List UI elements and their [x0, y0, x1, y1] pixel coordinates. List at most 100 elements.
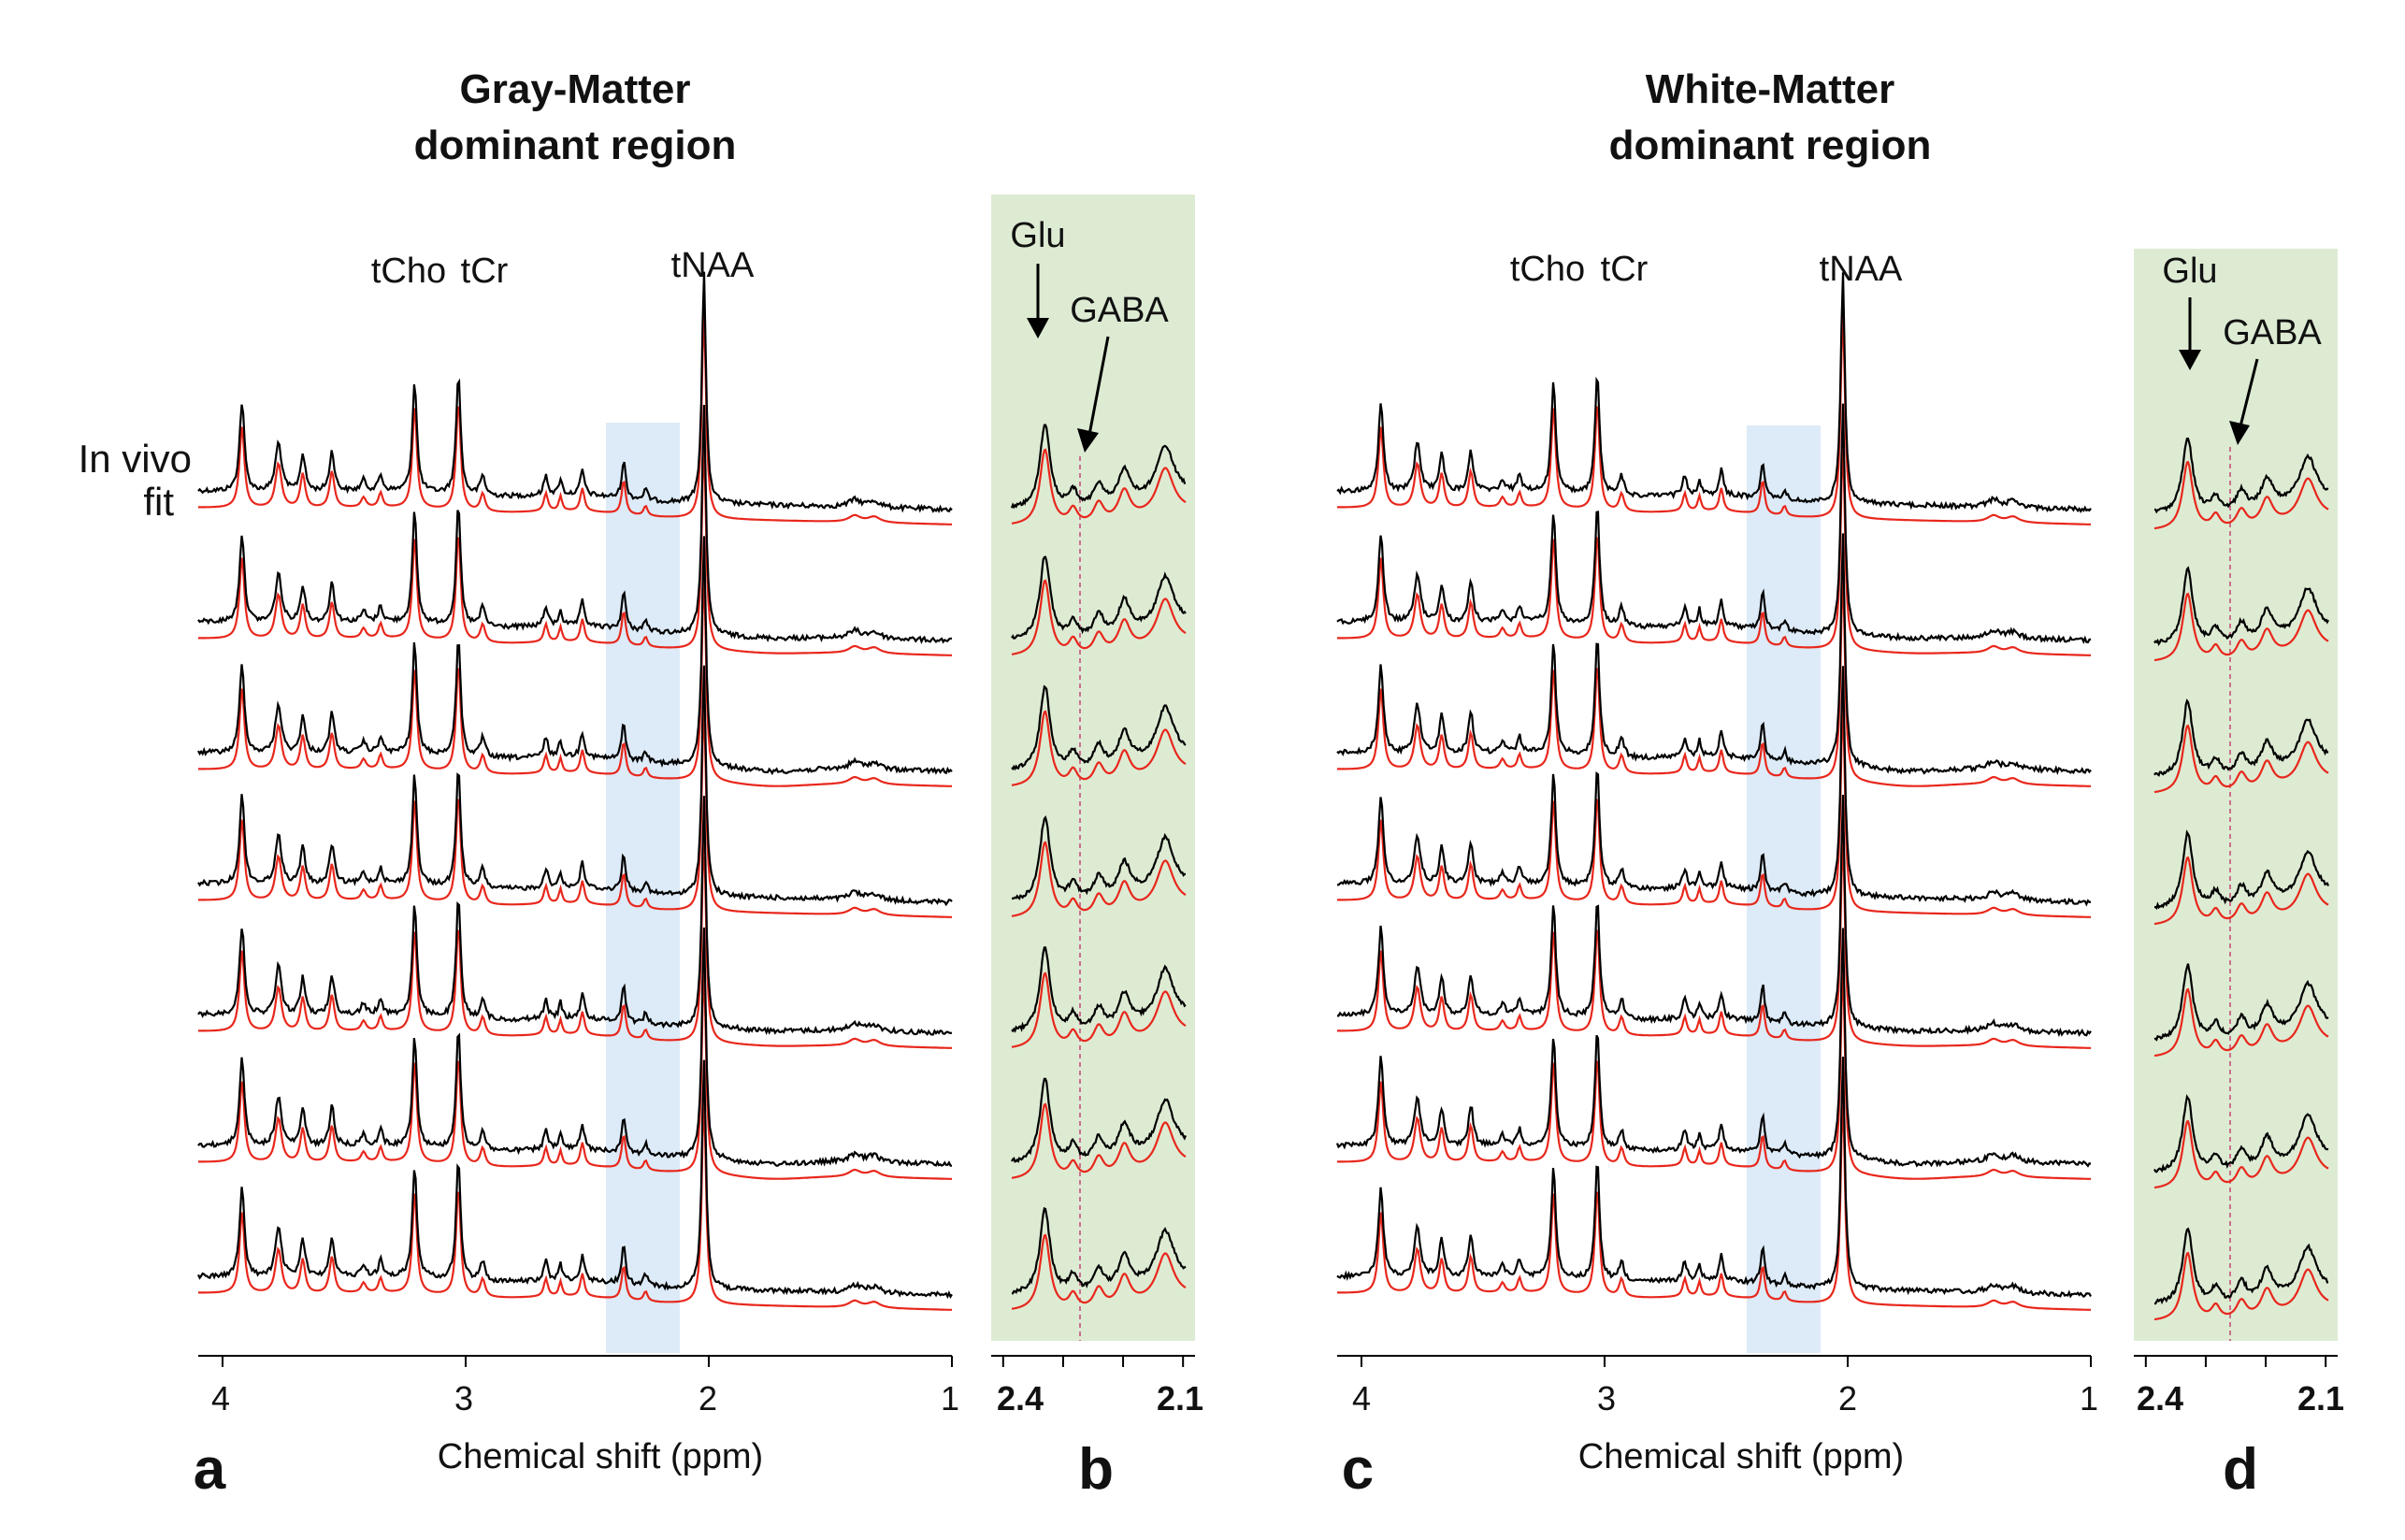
title-a-line1: Gray-Matter — [460, 66, 691, 112]
fit-spectrum-spectra-a-4 — [198, 830, 953, 1049]
ticks-d — [2144, 1356, 2327, 1367]
fit-zoom-spectra-d-2 — [2153, 724, 2329, 794]
ticks-a — [222, 1356, 953, 1367]
fit-zoom-spectra-d-6 — [2153, 1251, 2329, 1321]
fit-spectrum-spectra-a-6 — [198, 1092, 953, 1311]
in-vivo-zoom-spectra-b-3 — [1011, 815, 1186, 900]
fit-spectrum-spectra-a-1 — [198, 438, 953, 656]
fit-zoom-spectra-b-4 — [1011, 971, 1187, 1048]
fit-zoom-spectra-b-5 — [1011, 1102, 1187, 1179]
gaba-arrow-b — [1087, 336, 1110, 436]
tick-label-d-2.1: 2.1 — [2297, 1379, 2344, 1418]
in-vivo-spectrum-spectra-a-4 — [197, 796, 953, 1036]
ticks-b — [1001, 1356, 1185, 1367]
tick-label-d-2.4: 2.4 — [2137, 1379, 2183, 1418]
fit-zoom-spectra-d-1 — [2153, 592, 2329, 662]
tick-label-a-3: 3 — [454, 1379, 473, 1418]
in-vivo-zoom-spectra-d-3 — [2153, 829, 2330, 911]
fit-label: fit — [143, 480, 174, 524]
in-vivo-zoom-spectra-b-0 — [1010, 424, 1186, 510]
panel-label-d: d — [2223, 1437, 2258, 1502]
peak-label-a-tcho: tCho — [371, 252, 446, 291]
fit-zoom-spectra-d-0 — [2153, 460, 2329, 530]
in-vivo-spectrum-spectra-c-0 — [1336, 272, 2092, 513]
fit-spectrum-spectra-a-3 — [198, 699, 953, 918]
fit-zoom-spectra-d-5 — [2153, 1119, 2329, 1189]
peak-label-c-tcr: tCr — [1601, 250, 1649, 289]
in-vivo-spectrum-spectra-c-4 — [1336, 794, 2092, 1038]
fit-zoom-spectra-b-1 — [1011, 579, 1187, 655]
in-vivo-spectrum-spectra-a-3 — [197, 665, 953, 907]
fit-spectrum-spectra-c-5 — [1337, 962, 2092, 1180]
glu-arrowhead-b — [1027, 318, 1049, 338]
fit-spectrum-spectra-c-2 — [1337, 569, 2092, 787]
in-vivo-spectrum-spectra-a-5 — [197, 927, 953, 1168]
gaba-arrowhead-d — [2229, 421, 2250, 445]
in-vivo-zoom-spectra-d-5 — [2153, 1094, 2329, 1173]
in-vivo-zoom-spectra-d-0 — [2153, 437, 2329, 514]
fit-spectrum-spectra-c-6 — [1337, 1092, 2092, 1311]
tick-label-c-2: 2 — [1838, 1379, 1857, 1418]
spectra-d — [2153, 437, 2330, 1321]
in-vivo-zoom-spectra-d-2 — [2153, 698, 2329, 777]
fit-zoom-spectra-d-3 — [2153, 856, 2329, 926]
gaba-label-d: GABA — [2223, 313, 2322, 353]
panel-label-a: a — [194, 1437, 226, 1502]
panel-label-b: b — [1078, 1437, 1114, 1502]
tick-label-a-4: 4 — [211, 1379, 230, 1418]
in-vivo-spectrum-spectra-a-1 — [197, 404, 953, 644]
glu-label-d: Glu — [2162, 252, 2217, 291]
xlabel-c: Chemical shift (ppm) — [1578, 1437, 1904, 1476]
in-vivo-spectrum-spectra-c-5 — [1335, 928, 2092, 1168]
peak-label-a-tcr: tCr — [461, 252, 509, 291]
fit-spectrum-spectra-c-4 — [1337, 830, 2092, 1049]
in-vivo-zoom-spectra-b-5 — [1011, 1077, 1188, 1163]
title-a-line2: dominant region — [414, 122, 737, 168]
fit-zoom-spectra-d-4 — [2153, 987, 2329, 1058]
tick-label-a-1: 1 — [941, 1379, 959, 1418]
fit-zoom-spectra-b-2 — [1011, 710, 1187, 786]
in-vivo-zoom-spectra-d-1 — [2153, 566, 2329, 647]
spectra-c — [1335, 272, 2092, 1311]
in-vivo-spectrum-spectra-a-2 — [197, 536, 953, 776]
xlabel-a: Chemical shift (ppm) — [438, 1437, 763, 1476]
gaba-arrowhead-b — [1077, 428, 1099, 453]
in-vivo-zoom-spectra-d-6 — [2153, 1227, 2329, 1305]
tick-label-c-3: 3 — [1597, 1379, 1616, 1418]
peak-label-c-tnaa: tNAA — [1820, 250, 1903, 289]
fit-zoom-spectra-b-3 — [1011, 841, 1187, 917]
fit-zoom-spectra-b-0 — [1011, 448, 1187, 525]
in-vivo-zoom-spectra-b-2 — [1011, 684, 1187, 771]
highlight-band-c — [1747, 425, 1821, 1353]
glu-arrowhead-d — [2179, 350, 2201, 370]
fit-spectrum-spectra-c-1 — [1337, 438, 2092, 656]
in-vivo-label: In vivo — [79, 437, 192, 481]
in-vivo-spectrum-spectra-c-6 — [1336, 1057, 2092, 1299]
peak-label-c-tcho: tCho — [1510, 250, 1585, 289]
tick-label-b-2.1: 2.1 — [1157, 1379, 1203, 1418]
tick-label-a-2: 2 — [698, 1379, 717, 1418]
in-vivo-zoom-spectra-b-1 — [1011, 555, 1187, 640]
in-vivo-zoom-spectra-d-4 — [2153, 963, 2329, 1042]
glu-label-b: Glu — [1010, 216, 1065, 255]
fit-spectrum-spectra-a-5 — [198, 962, 953, 1180]
in-vivo-spectrum-spectra-c-1 — [1336, 403, 2092, 644]
peak-label-a-tnaa: tNAA — [671, 246, 755, 285]
in-vivo-spectrum-spectra-a-0 — [197, 271, 953, 513]
fit-zoom-spectra-b-6 — [1011, 1233, 1187, 1310]
in-vivo-spectrum-spectra-c-2 — [1336, 533, 2092, 776]
fit-spectrum-spectra-c-3 — [1337, 699, 2092, 918]
in-vivo-zoom-spectra-b-4 — [1011, 946, 1187, 1033]
fit-spectrum-spectra-a-2 — [198, 569, 953, 787]
gaba-label-b: GABA — [1070, 291, 1169, 330]
tick-label-c-4: 4 — [1352, 1379, 1371, 1418]
fit-spectrum-spectra-a-0 — [198, 307, 953, 525]
tick-label-b-2.4: 2.4 — [997, 1379, 1044, 1418]
title-c-line1: White-Matter — [1646, 66, 1894, 112]
spectra-b — [1010, 424, 1188, 1310]
fit-spectrum-spectra-c-0 — [1337, 307, 2092, 525]
panel-label-c: c — [1342, 1437, 1374, 1502]
spectra-a — [197, 271, 953, 1311]
zoom-background-b — [991, 194, 1195, 1341]
